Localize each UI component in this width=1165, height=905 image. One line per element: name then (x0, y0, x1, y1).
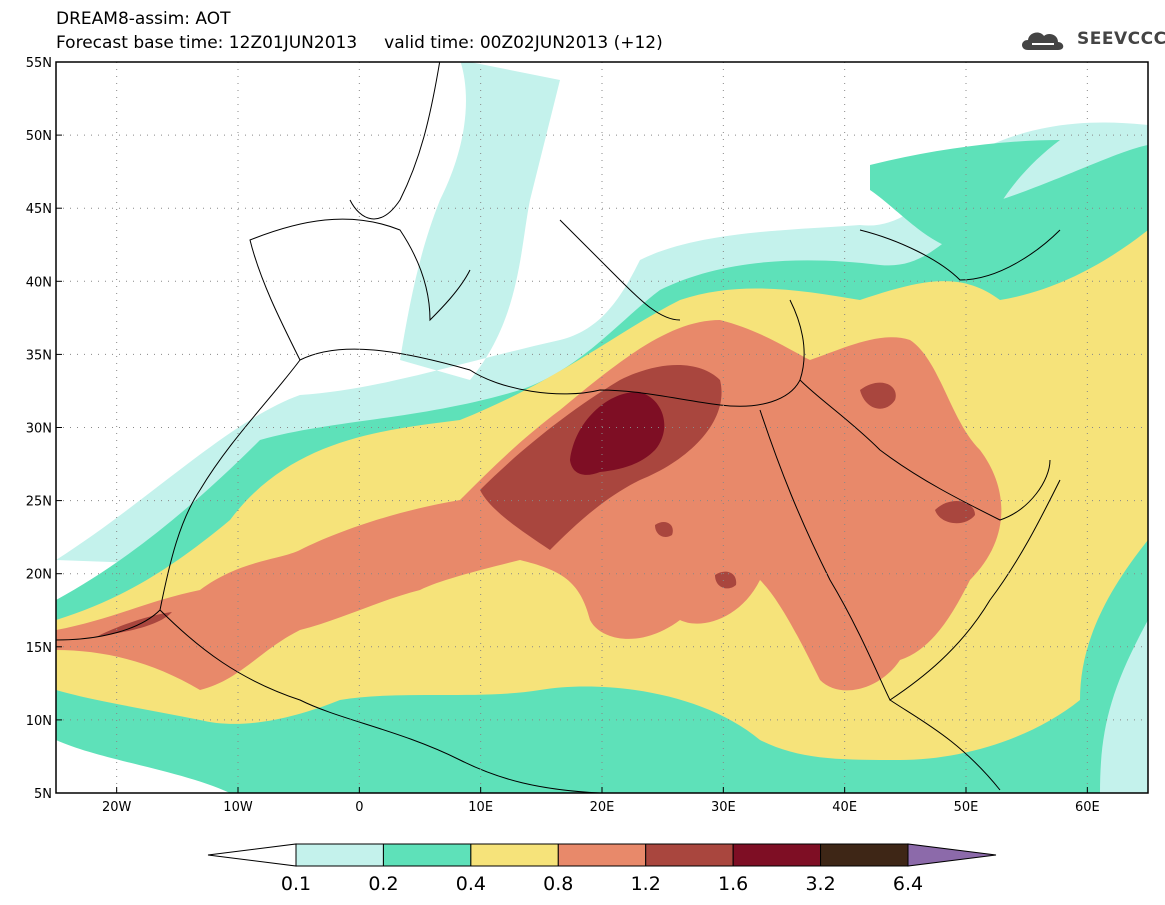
lon-label: 10W (223, 800, 253, 815)
lon-label: 30E (711, 800, 736, 815)
chart-title: DREAM8-assim: AOT (56, 9, 231, 29)
colorbar-label: 3.2 (805, 873, 835, 895)
colorbar-box (470, 843, 559, 867)
chart-subtitle: Forecast base time: 12Z01JUN2013 valid t… (56, 33, 663, 53)
lat-label: 25N (26, 495, 52, 510)
colorbar-label: 0.8 (543, 873, 573, 895)
colorbar-label: 0.4 (456, 873, 486, 895)
lat-label: 50N (26, 129, 52, 144)
contour-0.2b (870, 140, 1060, 252)
colorbar-box (382, 843, 472, 867)
lat-label: 15N (26, 641, 52, 656)
coastlines (56, 62, 1061, 793)
colorbar-label: 0.1 (281, 873, 311, 895)
lon-label: 40E (832, 800, 857, 815)
colorbar-label: 1.2 (631, 873, 661, 895)
colorbar-max-arrow (907, 843, 997, 867)
latitude-labels: 55N 50N 45N 40N 35N 30N 25N 20N 15N 10N 5N (26, 56, 62, 802)
lat-label: 20N (26, 568, 52, 583)
lon-label: 20E (590, 800, 615, 815)
lat-label: 30N (26, 422, 52, 437)
logo-text: SEEVCCC (1077, 29, 1165, 49)
lon-label: 0 (355, 800, 363, 815)
lon-label: 20W (102, 800, 132, 815)
lat-label: 35N (26, 348, 52, 363)
lon-label: 60E (1075, 800, 1100, 815)
lat-label: 10N (26, 714, 52, 729)
colorbar-label: 1.6 (718, 873, 748, 895)
colorbar-box (820, 843, 909, 867)
grid-lines (56, 62, 1148, 793)
contour-1.2 (98, 365, 975, 636)
colorbar-min-arrow (207, 843, 297, 867)
lon-label: 50E (954, 800, 979, 815)
longitude-labels: 20W 10W 0 10E 20E 30E 40E 50E 60E (102, 787, 1100, 815)
lat-label: 5N (34, 787, 52, 802)
colorbar-box (732, 843, 822, 867)
lat-label: 55N (26, 56, 52, 71)
lat-label: 40N (26, 275, 52, 290)
colorbar-label: 6.4 (893, 873, 923, 895)
colorbar-label: 0.2 (368, 873, 398, 895)
colorbar: 0.1 0.2 0.4 0.8 1.2 1.6 3.2 6.4 (207, 843, 997, 895)
lat-label: 45N (26, 202, 52, 217)
colorbar-box (645, 843, 734, 867)
colorbar-box (557, 843, 647, 867)
colorbar-box (295, 843, 384, 867)
lon-label: 10E (468, 800, 493, 815)
contour-1.6 (570, 391, 665, 475)
cloud-logo-icon (1022, 32, 1064, 50)
